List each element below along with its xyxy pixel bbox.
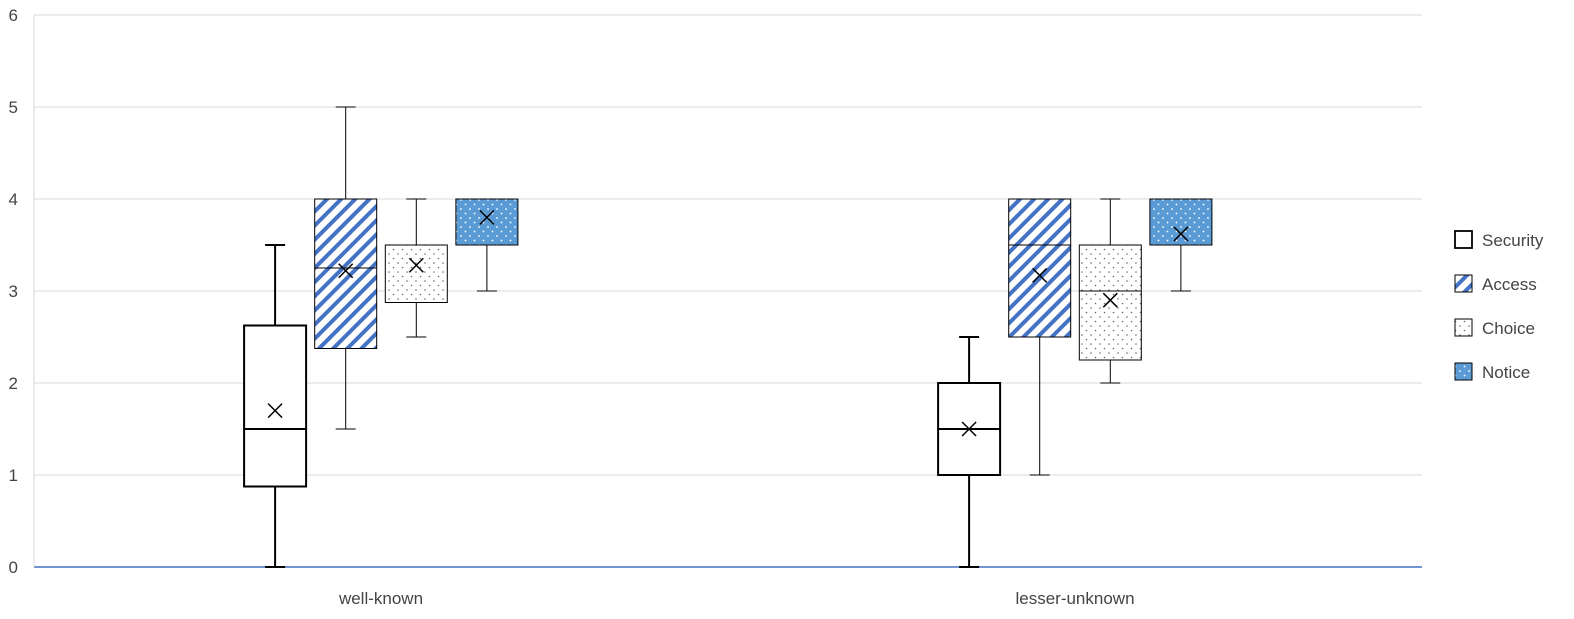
legend-swatch [1454, 362, 1473, 381]
mean-marker [267, 403, 283, 419]
box-security-lesser-unknown [937, 336, 1002, 568]
box-security-well-known [243, 244, 308, 568]
legend-item-notice: Notice [1454, 362, 1530, 382]
legend: Security Access Choice Notice [1454, 230, 1544, 382]
x-category-label: lesser-unknown [1015, 589, 1134, 608]
y-tick-label: 2 [9, 374, 18, 393]
legend-item-choice: Choice [1454, 318, 1535, 338]
y-axis-tick-labels: 0 1 2 3 4 5 6 [9, 6, 18, 577]
mean-marker [479, 209, 495, 225]
legend-item-access: Access [1454, 274, 1537, 294]
box-choice-lesser-unknown [1078, 198, 1142, 384]
y-tick-label: 0 [9, 558, 18, 577]
box-choice-well-known [384, 198, 448, 338]
mean-marker [1032, 267, 1048, 283]
y-tick-label: 5 [9, 98, 18, 117]
mean-marker [1173, 226, 1189, 242]
mean-marker [1102, 292, 1118, 308]
box-series [243, 106, 1213, 568]
legend-label: Access [1482, 275, 1537, 294]
x-axis-category-labels: well-known lesser-unknown [338, 589, 1135, 608]
box-notice-lesser-unknown [1149, 198, 1213, 292]
box-access-lesser-unknown [1008, 198, 1072, 476]
y-tick-label: 1 [9, 466, 18, 485]
box-body [1078, 244, 1142, 361]
legend-label: Security [1482, 231, 1544, 250]
y-tick-label: 3 [9, 282, 18, 301]
legend-item-security: Security [1454, 230, 1544, 250]
gridlines [33, 14, 1422, 568]
mean-marker [408, 257, 424, 273]
box-body [243, 324, 308, 488]
legend-swatch [1454, 318, 1473, 337]
x-category-label: well-known [338, 589, 423, 608]
y-tick-label: 6 [9, 6, 18, 25]
mean-marker [961, 421, 977, 437]
legend-label: Choice [1482, 319, 1535, 338]
box-access-well-known [314, 106, 378, 430]
box-body [314, 198, 378, 349]
mean-marker [338, 263, 354, 279]
legend-label: Notice [1482, 363, 1530, 382]
box-body [1149, 198, 1213, 246]
y-tick-label: 4 [9, 190, 18, 209]
box-body [1008, 198, 1072, 338]
box-notice-well-known [455, 198, 519, 292]
legend-swatch [1454, 274, 1473, 293]
legend-swatch [1454, 230, 1473, 249]
box-body [384, 244, 448, 303]
box-body [455, 198, 519, 246]
